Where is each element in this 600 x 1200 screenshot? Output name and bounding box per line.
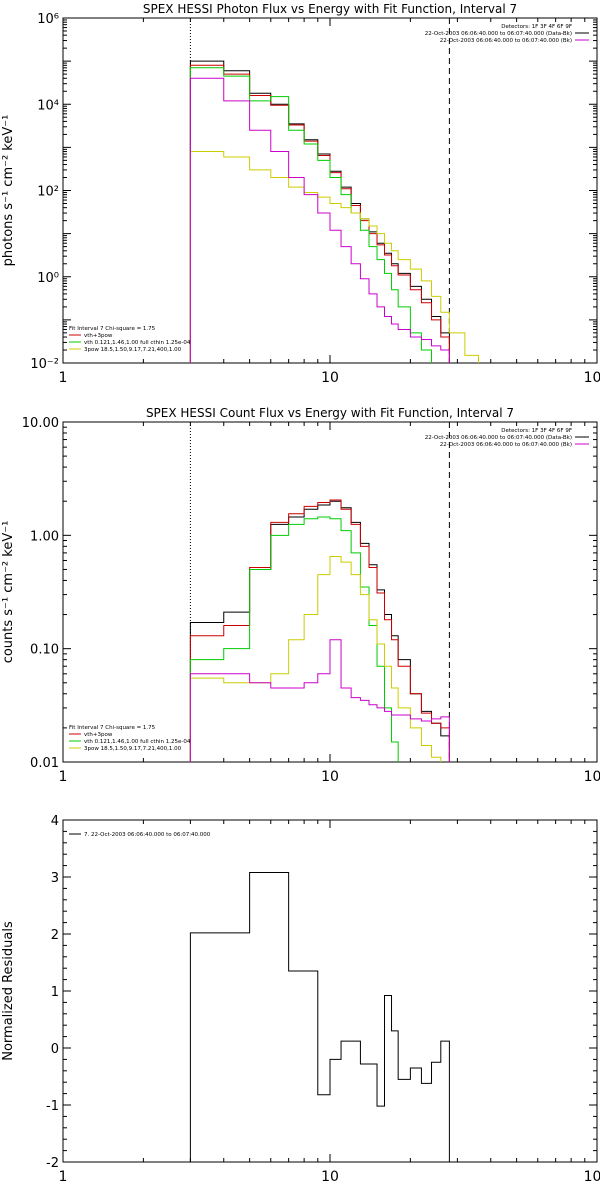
series-group	[189, 499, 450, 762]
y-tick-label: 1.00	[30, 529, 59, 544]
legend-left-text: vth+3pow	[84, 333, 113, 339]
legend-left-text: 3pow 18.5,1.50,9.17,7.21,400,1.00	[84, 746, 182, 752]
y-axis-label: counts s⁻¹ cm⁻² keV⁻¹	[1, 521, 16, 664]
y-tick-label: 10⁻²	[30, 357, 59, 372]
series-3-line	[189, 67, 433, 363]
series-1-line	[189, 60, 450, 363]
plot-frame	[62, 421, 598, 763]
x-tick-label: 100	[584, 370, 600, 386]
legend-right-text: 22-Oct-2003 06:06:40.000 to 06:07:40.000…	[440, 38, 572, 44]
chart-title: SPEX HESSI Count Flux vs Energy with Fit…	[146, 406, 514, 420]
legend-left-text: vth 0.121,1.46,1.00 full cthin 1.25e-04	[84, 340, 191, 346]
y-tick-label: -2	[46, 1156, 59, 1171]
y-axis-label: Normalized Residuals	[1, 921, 16, 1061]
x-tick-label: 1	[59, 370, 68, 386]
legend-right-text: 22-Oct-2003 06:06:40.000 to 06:07:40.000…	[425, 435, 572, 441]
series-1-line	[189, 871, 450, 1162]
legend-left-text: 3pow 18.5,1.50,9.17,7.21,400,1.00	[84, 347, 182, 353]
y-tick-label: 3	[51, 871, 59, 886]
x-tick-label: 10	[321, 769, 339, 785]
legend-left-text: vth 0.121,1.46,1.00 full cthin 1.25e-04	[84, 739, 191, 745]
legend-right-text: 22-Oct-2003 06:06:40.000 to 06:07:40.000…	[425, 31, 572, 37]
chart-panel-3: Normalized Residuals 1 10 100 -2 -1 0 1 2 3 4 7. 22…	[1, 814, 600, 1185]
series-4-line	[189, 556, 442, 762]
plot-frame	[62, 17, 598, 364]
y-tick-label: 0	[51, 1042, 59, 1057]
series-group	[189, 60, 480, 363]
legend-left-text: Fit Interval 7 Chi-square = 1.75	[69, 725, 156, 731]
x-tick-label: 1	[59, 1169, 68, 1185]
chart-title: SPEX HESSI Photon Flux vs Energy with Fi…	[143, 2, 517, 16]
y-tick-label: 10⁰	[37, 271, 59, 286]
legend-left-text: vth+3pow	[84, 732, 113, 738]
y-tick-label: 2	[51, 928, 59, 943]
x-tick-label: 10	[321, 370, 339, 386]
x-tick-label: 1	[59, 769, 68, 785]
legend-right-text: 22-Oct-2003 06:06:40.000 to 06:07:40.000…	[440, 442, 572, 448]
legend-left-text: 7. 22-Oct-2003 06:06:40.000 to 06:07:40.…	[84, 832, 211, 838]
series-2-line	[189, 64, 450, 363]
series-5-line	[189, 639, 450, 762]
legend-right-text: Detectors: 1F 3F 4F 6F 9F	[501, 428, 572, 434]
chart-panel-2: SPEX HESSI Count Flux vs Energy with Fit…	[1, 406, 600, 785]
series-2-line	[189, 499, 450, 762]
series-group	[189, 871, 450, 1162]
y-tick-label: 0.10	[30, 643, 59, 658]
y-tick-label: 4	[51, 814, 59, 829]
series-4-line	[189, 151, 480, 363]
x-tick-label: 100	[584, 1169, 600, 1185]
chart-panel-1: SPEX HESSI Photon Flux vs Energy with Fi…	[1, 2, 600, 386]
y-tick-label: 0.01	[30, 756, 59, 771]
plot-frame	[62, 819, 598, 1163]
y-axis-label: photons s⁻¹ cm⁻² keV⁻¹	[1, 115, 16, 267]
y-tick-label: 10.00	[22, 416, 59, 431]
legend-left-text: Fit Interval 7 Chi-square = 1.75	[69, 326, 156, 332]
legend-right-text: Detectors: 1F 3F 4F 6F 9F	[501, 24, 572, 30]
y-tick-label: 1	[51, 985, 59, 1000]
y-tick-label: 10²	[37, 185, 59, 200]
y-tick-label: -1	[46, 1099, 59, 1114]
x-tick-label: 10	[321, 1169, 339, 1185]
series-3-line	[189, 516, 399, 762]
x-tick-label: 100	[584, 769, 600, 785]
y-tick-label: 10⁶	[37, 12, 59, 27]
y-tick-label: 10⁴	[37, 98, 59, 113]
series-5-line	[189, 77, 450, 363]
